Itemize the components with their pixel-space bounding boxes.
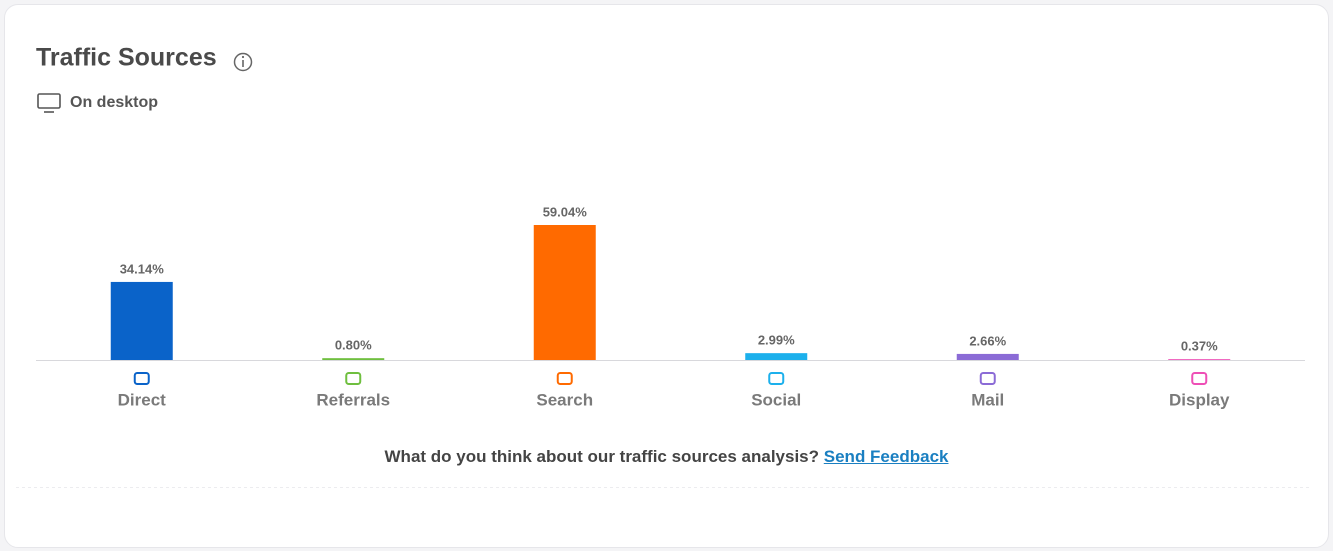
chart-subtitle: On desktop bbox=[70, 94, 158, 111]
category-icon bbox=[133, 372, 150, 385]
desktop-icon bbox=[37, 93, 61, 113]
bar bbox=[533, 225, 596, 360]
feedback-question: What do you think about our traffic sour… bbox=[384, 447, 820, 466]
value-label: 59.04% bbox=[543, 204, 588, 219]
card bbox=[4, 4, 1329, 548]
category-icon bbox=[979, 372, 996, 385]
x-tick-label: Mail bbox=[971, 390, 1004, 409]
bar bbox=[322, 358, 385, 360]
bar bbox=[110, 281, 173, 360]
category-icon bbox=[556, 372, 573, 385]
value-label: 2.99% bbox=[758, 333, 795, 348]
value-label: 34.14% bbox=[120, 261, 165, 276]
chart-title: Traffic Sources bbox=[36, 44, 217, 72]
bar bbox=[1168, 359, 1231, 360]
bar bbox=[745, 353, 808, 360]
category-icon bbox=[345, 372, 362, 385]
x-tick-label: Display bbox=[1169, 390, 1230, 409]
x-tick-label: Social bbox=[751, 390, 801, 409]
category-icon bbox=[1191, 372, 1208, 385]
info-icon[interactable] bbox=[233, 52, 253, 72]
bar bbox=[956, 353, 1019, 360]
footer: What do you think about our traffic sour… bbox=[0, 447, 1333, 467]
x-tick-label: Referrals bbox=[316, 390, 390, 409]
category-icon bbox=[768, 372, 785, 385]
x-tick-label: Search bbox=[536, 390, 593, 409]
value-label: 0.37% bbox=[1181, 339, 1218, 354]
x-tick-label: Direct bbox=[118, 390, 167, 409]
value-label: 2.66% bbox=[969, 333, 1006, 348]
value-label: 0.80% bbox=[335, 338, 372, 353]
feedback-link[interactable]: Send Feedback bbox=[823, 447, 949, 466]
